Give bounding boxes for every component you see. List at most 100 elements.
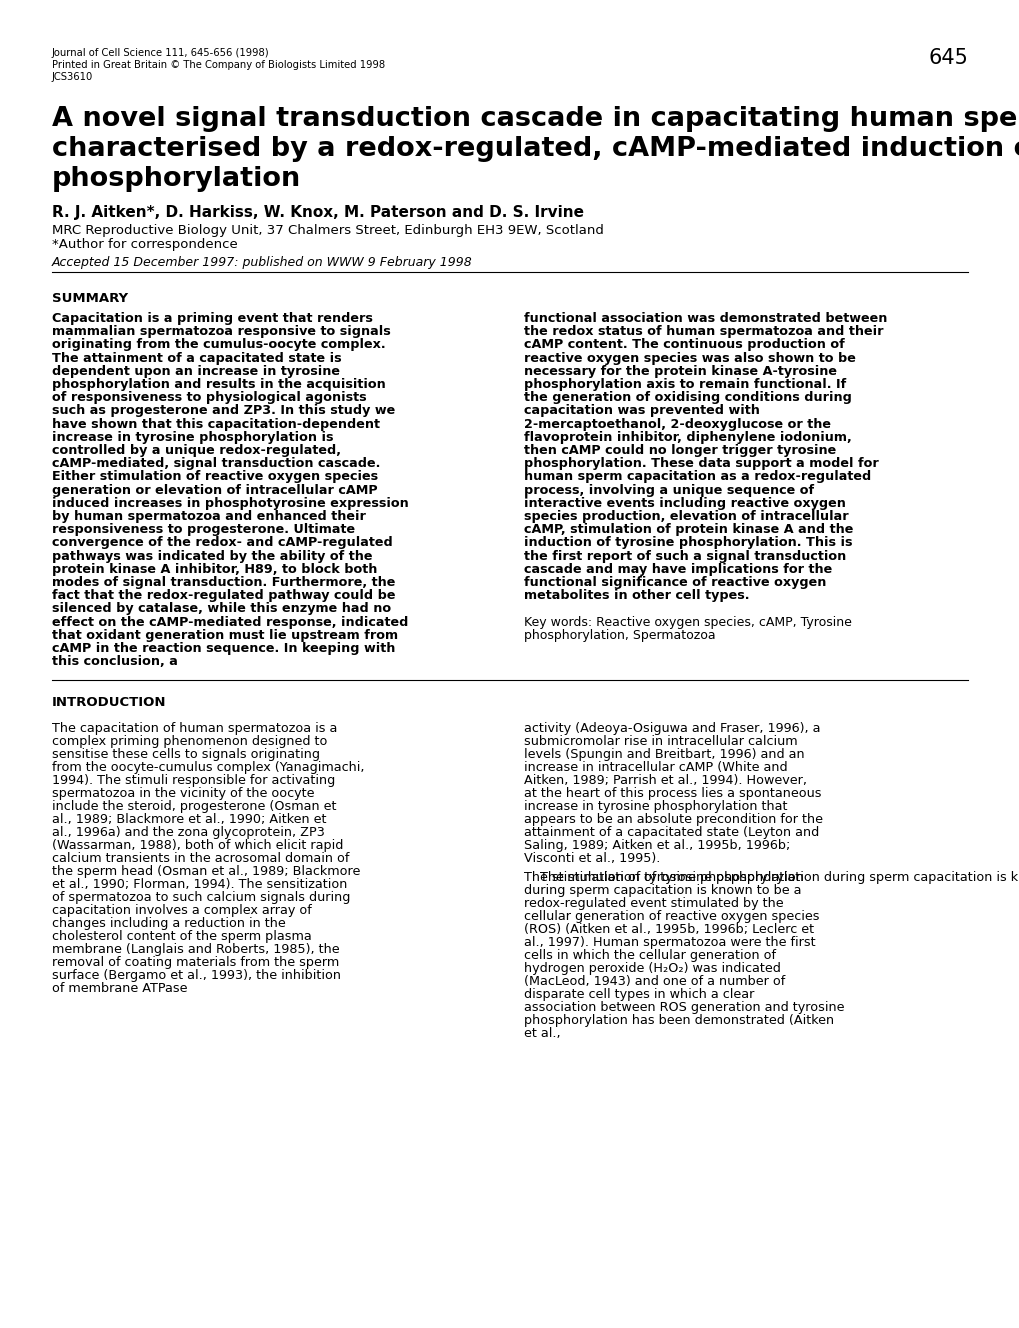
Text: (Wassarman, 1988), both of which elicit rapid: (Wassarman, 1988), both of which elicit … (52, 839, 343, 853)
Text: of responsiveness to physiological agonists: of responsiveness to physiological agoni… (52, 392, 366, 404)
Text: The stimulation of tyrosine phosphorylation: The stimulation of tyrosine phosphorylat… (524, 871, 803, 884)
Text: Saling, 1989; Aitken et al., 1995b, 1996b;: Saling, 1989; Aitken et al., 1995b, 1996… (524, 839, 790, 853)
Text: the generation of oxidising conditions during: the generation of oxidising conditions d… (524, 392, 851, 404)
Text: cholesterol content of the sperm plasma: cholesterol content of the sperm plasma (52, 931, 312, 943)
Text: reactive oxygen species was also shown to be: reactive oxygen species was also shown t… (524, 352, 855, 365)
Text: pathways was indicated by the ability of the: pathways was indicated by the ability of… (52, 550, 372, 563)
Text: include the steroid, progesterone (Osman et: include the steroid, progesterone (Osman… (52, 801, 336, 813)
Text: levels (Spungin and Breitbart, 1996) and an: levels (Spungin and Breitbart, 1996) and… (524, 749, 804, 761)
Text: Accepted 15 December 1997: published on WWW 9 February 1998: Accepted 15 December 1997: published on … (52, 256, 472, 270)
Text: surface (Bergamo et al., 1993), the inhibition: surface (Bergamo et al., 1993), the inhi… (52, 969, 340, 983)
Text: of membrane ATPase: of membrane ATPase (52, 983, 187, 996)
Text: capacitation was prevented with: capacitation was prevented with (524, 405, 759, 417)
Text: cAMP content. The continuous production of: cAMP content. The continuous production … (524, 339, 844, 352)
Text: submicromolar rise in intracellular calcium: submicromolar rise in intracellular calc… (524, 736, 797, 749)
Text: The capacitation of human spermatozoa is a: The capacitation of human spermatozoa is… (52, 722, 337, 736)
Text: phosphorylation, Spermatozoa: phosphorylation, Spermatozoa (524, 629, 715, 643)
Text: cAMP in the reaction sequence. In keeping with: cAMP in the reaction sequence. In keepin… (52, 641, 395, 655)
Text: have shown that this capacitation-dependent: have shown that this capacitation-depend… (52, 417, 380, 430)
Text: necessary for the protein kinase A-tyrosine: necessary for the protein kinase A-tyros… (524, 365, 837, 377)
Text: sensitise these cells to signals originating: sensitise these cells to signals origina… (52, 749, 320, 761)
Text: metabolites in other cell types.: metabolites in other cell types. (524, 590, 749, 602)
Text: modes of signal transduction. Furthermore, the: modes of signal transduction. Furthermor… (52, 576, 395, 590)
Text: et al., 1990; Florman, 1994). The sensitization: et al., 1990; Florman, 1994). The sensit… (52, 878, 347, 891)
Text: silenced by catalase, while this enzyme had no: silenced by catalase, while this enzyme … (52, 603, 390, 615)
Text: process, involving a unique sequence of: process, involving a unique sequence of (524, 483, 813, 497)
Text: R. J. Aitken*, D. Harkiss, W. Knox, M. Paterson and D. S. Irvine: R. J. Aitken*, D. Harkiss, W. Knox, M. P… (52, 205, 584, 220)
Text: 645: 645 (927, 48, 967, 68)
Text: *Author for correspondence: *Author for correspondence (52, 238, 237, 251)
Text: appears to be an absolute precondition for the: appears to be an absolute precondition f… (524, 813, 822, 826)
Text: complex priming phenomenon designed to: complex priming phenomenon designed to (52, 736, 327, 749)
Text: INTRODUCTION: INTRODUCTION (52, 696, 166, 709)
Text: SUMMARY: SUMMARY (52, 292, 128, 305)
Text: phosphorylation. These data support a model for: phosphorylation. These data support a mo… (524, 457, 878, 470)
Text: cells in which the cellular generation of: cells in which the cellular generation o… (524, 950, 775, 963)
Text: effect on the cAMP-mediated response, indicated: effect on the cAMP-mediated response, in… (52, 616, 408, 628)
Text: flavoprotein inhibitor, diphenylene iodonium,: flavoprotein inhibitor, diphenylene iodo… (524, 430, 851, 444)
Text: generation or elevation of intracellular cAMP: generation or elevation of intracellular… (52, 483, 377, 497)
Text: association between ROS generation and tyrosine: association between ROS generation and t… (524, 1001, 844, 1015)
Text: of spermatozoa to such calcium signals during: of spermatozoa to such calcium signals d… (52, 891, 351, 904)
Text: at the heart of this process lies a spontaneous: at the heart of this process lies a spon… (524, 788, 820, 801)
Text: phosphorylation: phosphorylation (52, 166, 301, 193)
Text: removal of coating materials from the sperm: removal of coating materials from the sp… (52, 956, 339, 969)
Text: Capacitation is a priming event that renders: Capacitation is a priming event that ren… (52, 312, 373, 325)
Text: by human spermatozoa and enhanced their: by human spermatozoa and enhanced their (52, 510, 366, 523)
Text: attainment of a capacitated state (Leyton and: attainment of a capacitated state (Leyto… (524, 826, 818, 839)
Text: interactive events including reactive oxygen: interactive events including reactive ox… (524, 497, 845, 510)
Text: al., 1989; Blackmore et al., 1990; Aitken et: al., 1989; Blackmore et al., 1990; Aitke… (52, 813, 326, 826)
Text: Journal of Cell Science 111, 645-656 (1998): Journal of Cell Science 111, 645-656 (19… (52, 48, 269, 58)
Text: (MacLeod, 1943) and one of a number of: (MacLeod, 1943) and one of a number of (524, 975, 785, 988)
Text: cAMP, stimulation of protein kinase A and the: cAMP, stimulation of protein kinase A an… (524, 523, 853, 537)
Text: functional significance of reactive oxygen: functional significance of reactive oxyg… (524, 576, 825, 590)
Text: phosphorylation axis to remain functional. If: phosphorylation axis to remain functiona… (524, 378, 846, 390)
Text: cellular generation of reactive oxygen species: cellular generation of reactive oxygen s… (524, 911, 818, 923)
Text: mammalian spermatozoa responsive to signals: mammalian spermatozoa responsive to sign… (52, 325, 390, 339)
Text: human sperm capacitation as a redox-regulated: human sperm capacitation as a redox-regu… (524, 470, 870, 483)
Text: protein kinase A inhibitor, H89, to block both: protein kinase A inhibitor, H89, to bloc… (52, 563, 377, 576)
Text: al., 1996a) and the zona glycoprotein, ZP3: al., 1996a) and the zona glycoprotein, Z… (52, 826, 325, 839)
Text: Printed in Great Britain © The Company of Biologists Limited 1998: Printed in Great Britain © The Company o… (52, 60, 385, 70)
Text: cascade and may have implications for the: cascade and may have implications for th… (524, 563, 832, 576)
Text: the first report of such a signal transduction: the first report of such a signal transd… (524, 550, 846, 563)
Text: induction of tyrosine phosphorylation. This is: induction of tyrosine phosphorylation. T… (524, 537, 852, 550)
Text: originating from the cumulus-oocyte complex.: originating from the cumulus-oocyte comp… (52, 339, 385, 352)
Text: JCS3610: JCS3610 (52, 72, 93, 82)
Text: Either stimulation of reactive oxygen species: Either stimulation of reactive oxygen sp… (52, 470, 378, 483)
Text: from the oocyte-cumulus complex (Yanagimachi,: from the oocyte-cumulus complex (Yanagim… (52, 761, 364, 774)
Text: during sperm capacitation is known to be a: during sperm capacitation is known to be… (524, 884, 801, 898)
Text: capacitation involves a complex array of: capacitation involves a complex array of (52, 904, 312, 918)
Text: et al.,: et al., (524, 1028, 560, 1040)
Text: Aitken, 1989; Parrish et al., 1994). However,: Aitken, 1989; Parrish et al., 1994). How… (524, 774, 806, 788)
Text: 2-mercaptoethanol, 2-deoxyglucose or the: 2-mercaptoethanol, 2-deoxyglucose or the (524, 417, 830, 430)
Text: Key words: Reactive oxygen species, cAMP, Tyrosine: Key words: Reactive oxygen species, cAMP… (524, 616, 851, 629)
Text: The stimulation of tyrosine phosphorylation during sperm capacitation is known t: The stimulation of tyrosine phosphorylat… (524, 871, 1019, 884)
Text: species production, elevation of intracellular: species production, elevation of intrace… (524, 510, 848, 523)
Text: calcium transients in the acrosomal domain of: calcium transients in the acrosomal doma… (52, 853, 350, 866)
Text: disparate cell types in which a clear: disparate cell types in which a clear (524, 988, 754, 1001)
Text: phosphorylation has been demonstrated (Aitken: phosphorylation has been demonstrated (A… (524, 1015, 834, 1028)
Text: increase in tyrosine phosphorylation is: increase in tyrosine phosphorylation is (52, 430, 333, 444)
Text: the redox status of human spermatozoa and their: the redox status of human spermatozoa an… (524, 325, 882, 339)
Text: responsiveness to progesterone. Ultimate: responsiveness to progesterone. Ultimate (52, 523, 355, 537)
Text: cAMP-mediated, signal transduction cascade.: cAMP-mediated, signal transduction casca… (52, 457, 380, 470)
Text: changes including a reduction in the: changes including a reduction in the (52, 918, 285, 931)
Text: the sperm head (Osman et al., 1989; Blackmore: the sperm head (Osman et al., 1989; Blac… (52, 866, 360, 878)
Text: increase in intracellular cAMP (White and: increase in intracellular cAMP (White an… (524, 761, 787, 774)
Text: fact that the redox-regulated pathway could be: fact that the redox-regulated pathway co… (52, 590, 395, 602)
Text: al., 1997). Human spermatozoa were the first: al., 1997). Human spermatozoa were the f… (524, 936, 815, 950)
Text: increase in tyrosine phosphorylation that: increase in tyrosine phosphorylation tha… (524, 801, 787, 813)
Text: that oxidant generation must lie upstream from: that oxidant generation must lie upstrea… (52, 628, 397, 641)
Text: convergence of the redox- and cAMP-regulated: convergence of the redox- and cAMP-regul… (52, 537, 392, 550)
Text: phosphorylation and results in the acquisition: phosphorylation and results in the acqui… (52, 378, 385, 390)
Text: spermatozoa in the vicinity of the oocyte: spermatozoa in the vicinity of the oocyt… (52, 788, 314, 801)
Text: induced increases in phosphotyrosine expression: induced increases in phosphotyrosine exp… (52, 497, 409, 510)
Text: (ROS) (Aitken et al., 1995b, 1996b; Leclerc et: (ROS) (Aitken et al., 1995b, 1996b; Lecl… (524, 923, 813, 936)
Text: activity (Adeoya-Osiguwa and Fraser, 1996), a: activity (Adeoya-Osiguwa and Fraser, 199… (524, 722, 819, 736)
Text: A novel signal transduction cascade in capacitating human spermatozoa: A novel signal transduction cascade in c… (52, 106, 1019, 131)
Text: dependent upon an increase in tyrosine: dependent upon an increase in tyrosine (52, 365, 339, 377)
Text: membrane (Langlais and Roberts, 1985), the: membrane (Langlais and Roberts, 1985), t… (52, 943, 339, 956)
Text: MRC Reproductive Biology Unit, 37 Chalmers Street, Edinburgh EH3 9EW, Scotland: MRC Reproductive Biology Unit, 37 Chalme… (52, 224, 603, 236)
Text: then cAMP could no longer trigger tyrosine: then cAMP could no longer trigger tyrosi… (524, 444, 836, 457)
